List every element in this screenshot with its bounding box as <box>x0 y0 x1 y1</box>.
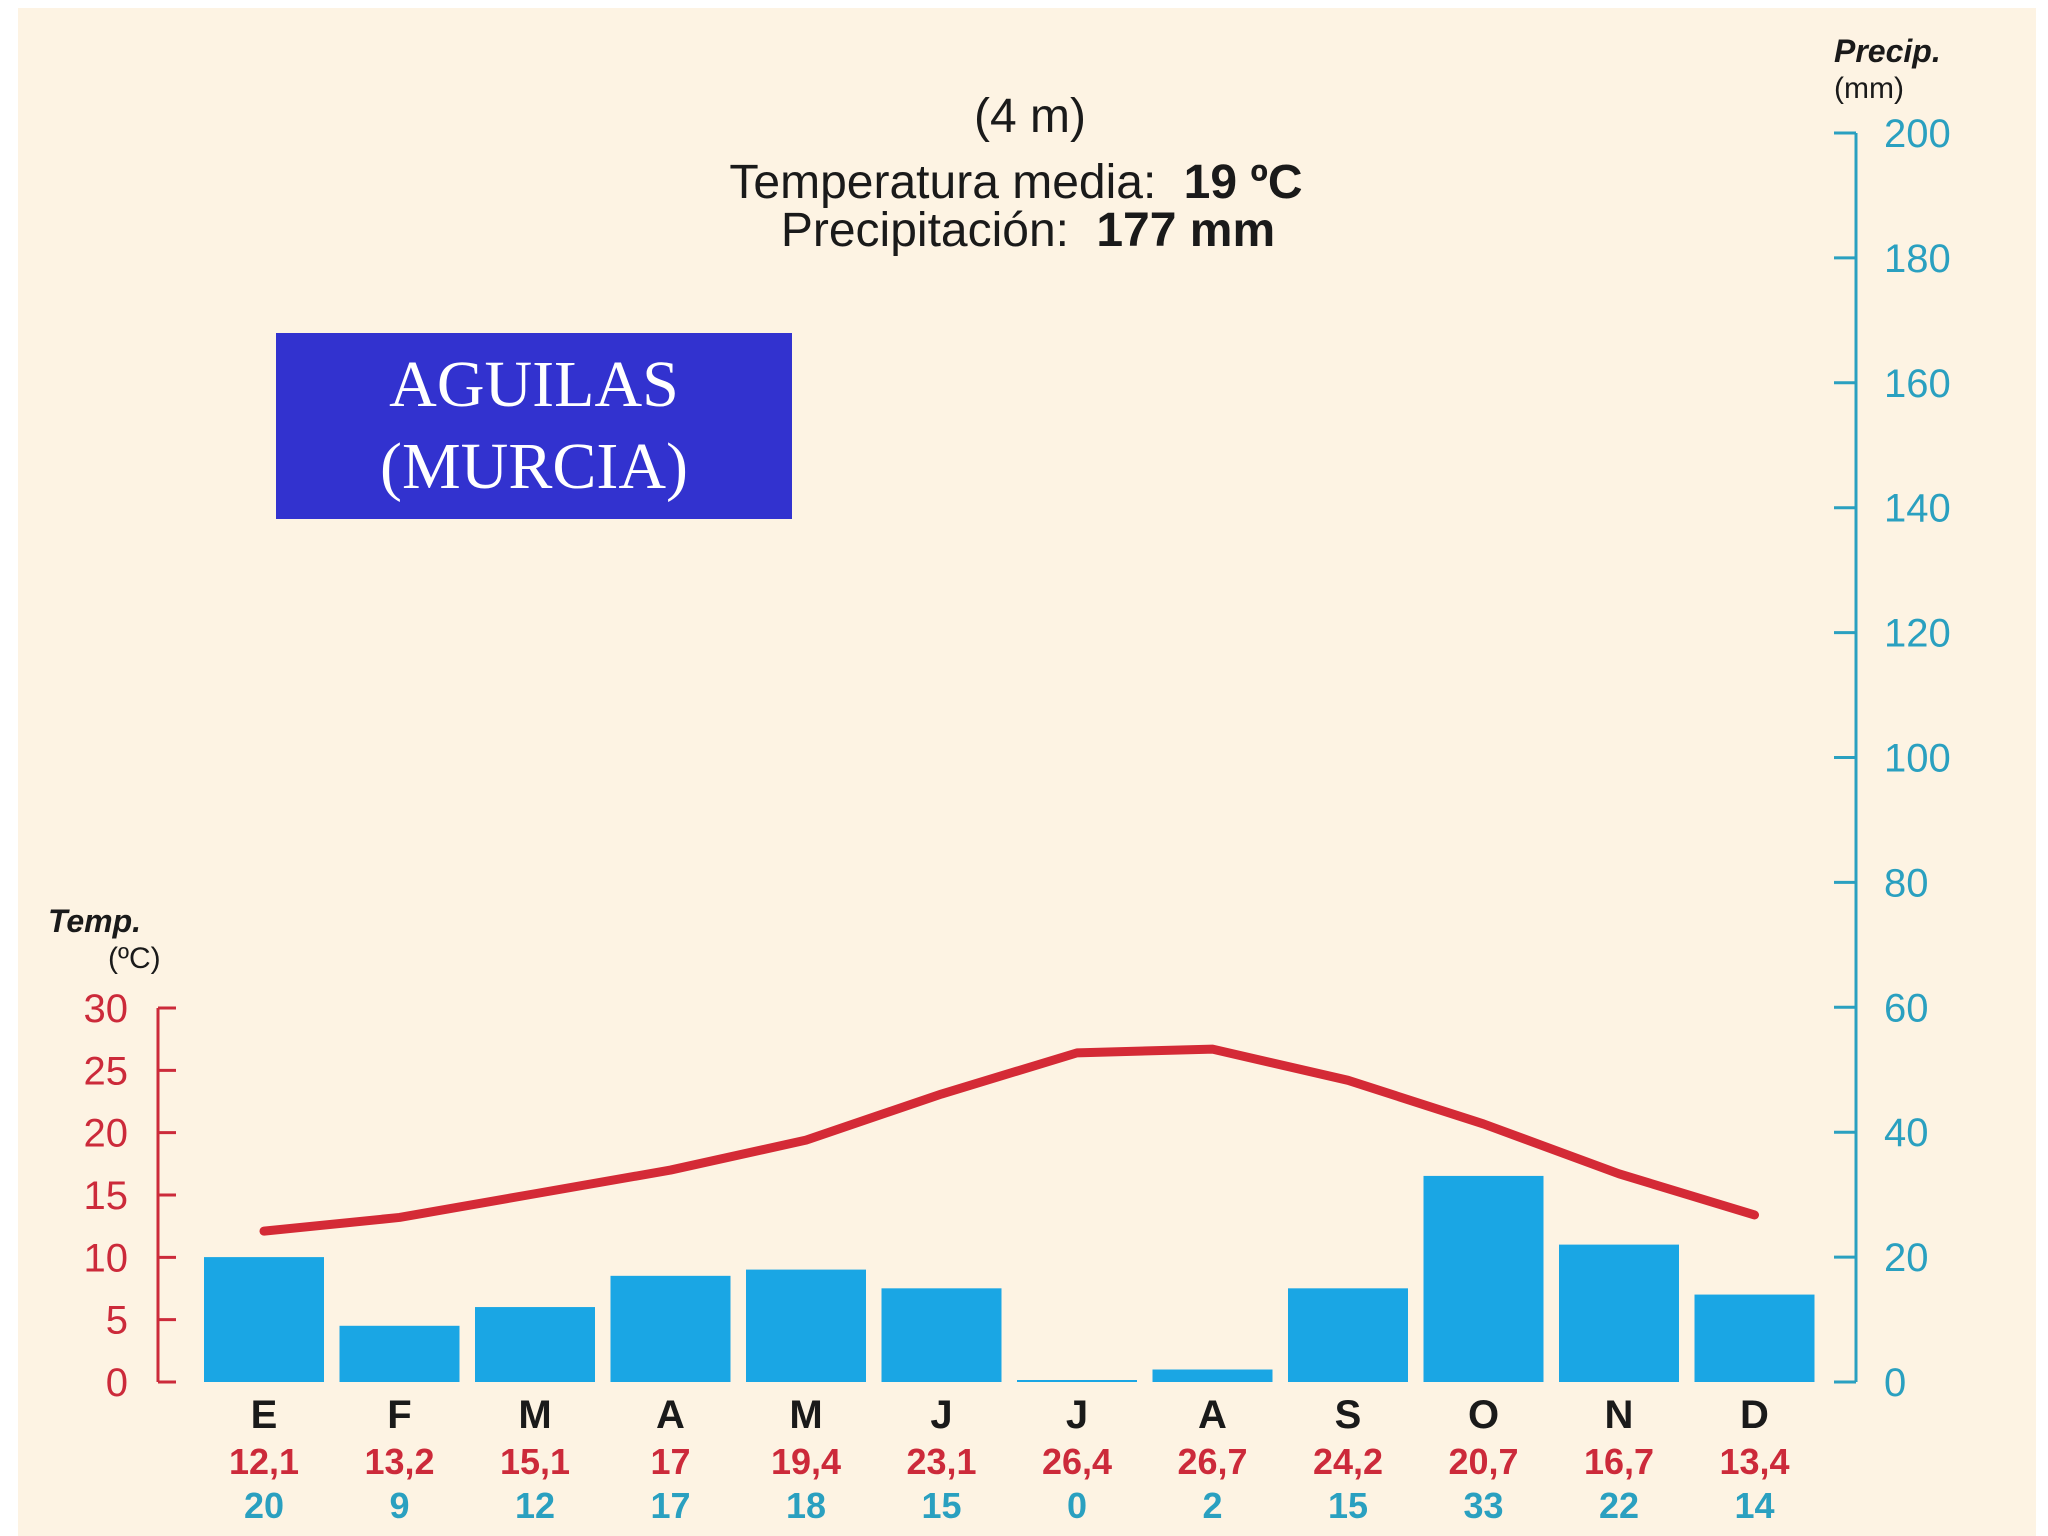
precipitation-value-label: 0 <box>1067 1485 1087 1526</box>
station-name: AGUILAS <box>389 348 679 421</box>
temp-axis: 0 5 10 15 20 25 30 <box>84 987 176 1405</box>
month-label: E <box>251 1393 278 1437</box>
precip-tick-label: 120 <box>1884 612 1951 656</box>
temp-axis-title: Temp. <box>48 903 141 939</box>
temperature-value-label: 24,2 <box>1313 1441 1383 1482</box>
precip-tick-label: 200 <box>1884 112 1951 156</box>
precipitation-bar <box>475 1307 595 1382</box>
precip-tick-label: 100 <box>1884 737 1951 781</box>
month-label: J <box>930 1393 952 1437</box>
month-label: A <box>656 1393 685 1437</box>
mean-temperature-line: Temperatura media: 19 ºC <box>729 156 1302 209</box>
temperature-value-label: 17 <box>650 1441 690 1482</box>
precipitation-value-label: 20 <box>244 1485 284 1526</box>
precip-tick-label: 40 <box>1884 1111 1929 1155</box>
month-label: A <box>1198 1393 1227 1437</box>
precipitation-value-label: 18 <box>786 1485 826 1526</box>
temp-tick-label: 20 <box>84 1112 129 1156</box>
temp-tick-label: 15 <box>84 1174 129 1218</box>
precipitation-value-label: 12 <box>515 1485 555 1526</box>
precipitation-value-label: 9 <box>389 1485 409 1526</box>
precip-tick-label: 160 <box>1884 362 1951 406</box>
month-label: O <box>1468 1393 1499 1437</box>
precipitation-value-label: 33 <box>1463 1485 1503 1526</box>
temperature-value-label: 23,1 <box>906 1441 976 1482</box>
temp-tick-label: 0 <box>106 1361 128 1405</box>
temp-axis-unit: (ºC) <box>108 942 161 975</box>
chart-background <box>18 8 2036 1536</box>
mean-temperature-label: Temperatura media: <box>729 156 1156 209</box>
temperature-value-label: 12,1 <box>229 1441 299 1482</box>
precipitation-value-label: 17 <box>650 1485 690 1526</box>
temperature-line <box>259 1044 1759 1236</box>
precipitation-value-label: 22 <box>1599 1485 1639 1526</box>
precip-tick-label: 20 <box>1884 1236 1929 1280</box>
temp-tick-label: 30 <box>84 987 129 1031</box>
temperature-value-label: 26,7 <box>1177 1441 1247 1482</box>
precipitation-value-label: 14 <box>1734 1485 1774 1526</box>
station-region: (MURCIA) <box>380 430 688 503</box>
precipitation-value-label: 15 <box>921 1485 961 1526</box>
precip-axis-unit: (mm) <box>1834 72 1904 105</box>
month-label: M <box>789 1393 822 1437</box>
precip-axis: 0 20 40 60 80 100 120 140 160 180 200 <box>1834 112 1951 1405</box>
mean-temperature-value: 19 ºC <box>1184 156 1303 209</box>
precipitation-bar <box>1288 1288 1408 1382</box>
precipitation-bar <box>204 1257 324 1382</box>
month-label: F <box>387 1393 411 1437</box>
temperature-value-label: 16,7 <box>1584 1441 1654 1482</box>
precipitation-bar <box>610 1275 731 1382</box>
total-precipitation-label: Precipitación: <box>781 204 1069 257</box>
month-label: J <box>1066 1393 1088 1437</box>
precipitation-value-label: 2 <box>1202 1485 1222 1526</box>
precipitation-bar <box>1559 1244 1679 1382</box>
temperature-line-group <box>259 1044 1759 1236</box>
precip-tick-label: 60 <box>1884 986 1929 1030</box>
precip-tick-label: 80 <box>1884 861 1929 905</box>
temperature-value-label: 13,2 <box>364 1441 434 1482</box>
precipitation-bars <box>204 1175 1815 1382</box>
total-precipitation-line: Precipitación: 177 mm <box>781 204 1275 257</box>
precipitation-bar <box>1423 1175 1544 1382</box>
precip-axis-title: Precip. <box>1834 33 1941 69</box>
precipitation-value-label: 15 <box>1328 1485 1368 1526</box>
precipitation-bar <box>1152 1369 1273 1382</box>
precipitation-bar <box>746 1269 866 1382</box>
station-name-box: AGUILAS (MURCIA) <box>276 333 792 519</box>
precip-tick-label: 180 <box>1884 237 1951 281</box>
total-precipitation-value: 177 mm <box>1096 204 1275 257</box>
month-label: N <box>1605 1393 1634 1437</box>
temperature-value-label: 19,4 <box>771 1441 841 1482</box>
month-value-labels: E12,120F13,29M15,112A1717M19,418J23,115J… <box>229 1393 1790 1526</box>
temperature-value-label: 20,7 <box>1448 1441 1518 1482</box>
precipitation-bar <box>1694 1294 1815 1382</box>
altitude-label: (4 m) <box>974 90 1086 143</box>
precipitation-bar <box>881 1288 1002 1382</box>
precip-tick-label: 0 <box>1884 1361 1906 1405</box>
month-label: S <box>1335 1393 1362 1437</box>
temp-tick-label: 5 <box>106 1299 128 1343</box>
precipitation-bar <box>339 1325 460 1382</box>
month-label: D <box>1740 1393 1769 1437</box>
temp-tick-label: 10 <box>84 1236 129 1280</box>
temperature-value-label: 15,1 <box>500 1441 570 1482</box>
precipitation-bar <box>1017 1380 1137 1382</box>
temperature-value-label: 13,4 <box>1719 1441 1789 1482</box>
month-label: M <box>518 1393 551 1437</box>
precip-tick-label: 140 <box>1884 487 1951 531</box>
temperature-value-label: 26,4 <box>1042 1441 1112 1482</box>
temp-tick-label: 25 <box>84 1049 129 1093</box>
